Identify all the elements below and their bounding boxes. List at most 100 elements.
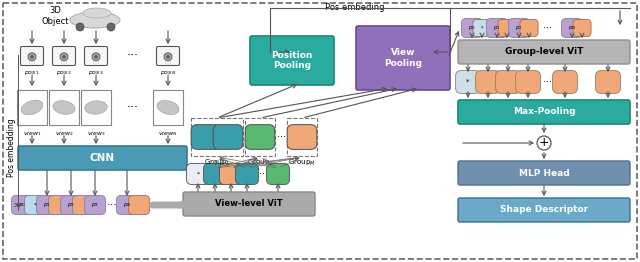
- FancyBboxPatch shape: [473, 19, 491, 37]
- FancyBboxPatch shape: [20, 46, 44, 66]
- Text: Position
Pooling: Position Pooling: [271, 51, 313, 70]
- Text: ···: ···: [543, 23, 552, 33]
- FancyBboxPatch shape: [236, 163, 259, 184]
- Bar: [49, 90, 79, 125]
- Text: ···: ···: [127, 50, 139, 63]
- Ellipse shape: [157, 100, 179, 114]
- Circle shape: [92, 53, 100, 61]
- FancyBboxPatch shape: [356, 26, 450, 90]
- Text: Shape Descriptor: Shape Descriptor: [500, 205, 588, 215]
- Circle shape: [164, 53, 172, 61]
- FancyBboxPatch shape: [61, 195, 81, 215]
- Circle shape: [76, 23, 84, 31]
- Circle shape: [28, 53, 36, 61]
- Text: CNN: CNN: [90, 153, 115, 163]
- FancyBboxPatch shape: [72, 195, 93, 215]
- Ellipse shape: [83, 8, 111, 18]
- FancyBboxPatch shape: [458, 100, 630, 124]
- Bar: [17, 90, 47, 125]
- Text: ···: ···: [278, 132, 287, 142]
- Circle shape: [60, 53, 68, 61]
- FancyBboxPatch shape: [561, 19, 582, 37]
- Text: ···: ···: [543, 77, 552, 87]
- Text: $p_2$: $p_2$: [515, 24, 523, 32]
- Bar: [287, 118, 317, 156]
- Text: $pos_3$: $pos_3$: [88, 69, 104, 77]
- FancyBboxPatch shape: [213, 125, 243, 149]
- FancyBboxPatch shape: [49, 195, 70, 215]
- FancyBboxPatch shape: [458, 198, 630, 222]
- FancyBboxPatch shape: [287, 125, 317, 149]
- Text: $p_3$: $p_3$: [91, 201, 99, 209]
- Text: $p_2$: $p_2$: [67, 201, 75, 209]
- Text: View-level ViT: View-level ViT: [215, 199, 283, 209]
- Text: $p_0$: $p_0$: [468, 24, 476, 32]
- FancyBboxPatch shape: [24, 195, 45, 215]
- FancyBboxPatch shape: [129, 195, 150, 215]
- Text: $view_2$: $view_2$: [54, 129, 74, 138]
- Text: $p_1$: $p_1$: [43, 201, 51, 209]
- FancyBboxPatch shape: [191, 125, 221, 149]
- Text: $view_N$: $view_N$: [158, 129, 178, 138]
- FancyBboxPatch shape: [476, 70, 500, 93]
- FancyBboxPatch shape: [266, 163, 289, 184]
- Text: $p_0$: $p_0$: [18, 201, 26, 209]
- Text: *: *: [33, 203, 36, 208]
- Text: ···: ···: [127, 101, 139, 114]
- FancyBboxPatch shape: [596, 70, 620, 93]
- Text: *: *: [196, 172, 200, 177]
- FancyBboxPatch shape: [250, 36, 334, 85]
- FancyBboxPatch shape: [18, 146, 187, 170]
- Bar: [153, 90, 183, 125]
- FancyBboxPatch shape: [552, 70, 577, 93]
- Circle shape: [166, 55, 170, 59]
- Text: $pos_N$: $pos_N$: [160, 69, 176, 77]
- FancyBboxPatch shape: [495, 70, 520, 93]
- FancyBboxPatch shape: [458, 40, 630, 64]
- Bar: [245, 118, 275, 156]
- FancyBboxPatch shape: [183, 192, 315, 216]
- Text: MLP Head: MLP Head: [518, 168, 570, 177]
- FancyBboxPatch shape: [498, 19, 516, 37]
- Text: Group$_2$: Group$_2$: [247, 158, 273, 168]
- FancyBboxPatch shape: [12, 195, 33, 215]
- Text: ···: ···: [259, 169, 268, 179]
- Text: Max-Pooling: Max-Pooling: [513, 107, 575, 117]
- Circle shape: [94, 55, 98, 59]
- Text: *: *: [481, 25, 483, 30]
- Ellipse shape: [21, 100, 43, 115]
- FancyBboxPatch shape: [456, 70, 481, 93]
- Text: +: +: [539, 137, 549, 150]
- Text: $p_1$: $p_1$: [493, 24, 501, 32]
- Text: $view_1$: $view_1$: [22, 129, 42, 138]
- FancyBboxPatch shape: [204, 163, 227, 184]
- FancyBboxPatch shape: [516, 70, 540, 93]
- Text: Pos embeding: Pos embeding: [325, 3, 385, 13]
- Ellipse shape: [84, 101, 108, 114]
- Text: Group$_M$: Group$_M$: [288, 158, 316, 168]
- Text: $pos_1$: $pos_1$: [24, 69, 40, 77]
- Ellipse shape: [70, 12, 120, 28]
- FancyBboxPatch shape: [84, 195, 106, 215]
- Bar: [191, 118, 243, 156]
- FancyBboxPatch shape: [84, 46, 108, 66]
- FancyBboxPatch shape: [157, 46, 179, 66]
- FancyBboxPatch shape: [509, 19, 529, 37]
- FancyBboxPatch shape: [458, 161, 630, 185]
- FancyBboxPatch shape: [116, 195, 138, 215]
- Text: *: *: [467, 79, 470, 85]
- FancyBboxPatch shape: [245, 125, 275, 149]
- Text: $p_N$: $p_N$: [568, 24, 576, 32]
- FancyBboxPatch shape: [52, 46, 76, 66]
- Circle shape: [107, 23, 115, 31]
- Bar: [81, 90, 111, 125]
- Ellipse shape: [53, 101, 75, 114]
- Text: Pos embedding: Pos embedding: [8, 119, 17, 177]
- FancyBboxPatch shape: [36, 195, 58, 215]
- Circle shape: [30, 55, 34, 59]
- Text: Group-level ViT: Group-level ViT: [505, 47, 583, 57]
- Text: ···: ···: [107, 200, 117, 210]
- Circle shape: [537, 136, 551, 150]
- FancyBboxPatch shape: [573, 19, 591, 37]
- Text: 3D
Object: 3D Object: [41, 6, 68, 26]
